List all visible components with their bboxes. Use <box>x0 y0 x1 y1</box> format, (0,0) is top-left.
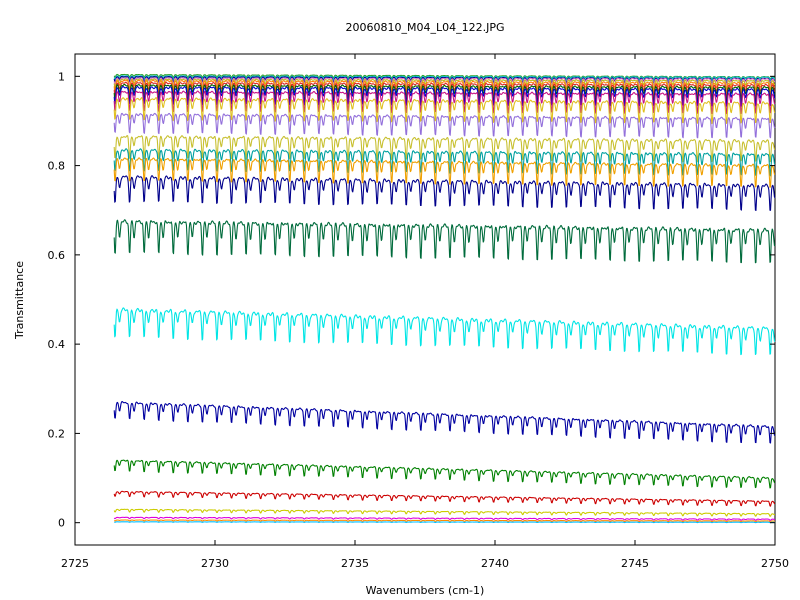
y-tick-label: 0.2 <box>48 427 66 440</box>
series-line-24 <box>113 516 776 521</box>
y-tick-label: 1 <box>58 70 65 83</box>
series-line-14 <box>113 135 776 163</box>
series-line-6 <box>113 78 776 91</box>
x-tick-label: 2745 <box>621 557 649 570</box>
y-axis-label: Transmittance <box>13 261 26 340</box>
series-line-17 <box>113 175 776 212</box>
series-line-18 <box>113 219 776 264</box>
series-line-8 <box>113 81 776 99</box>
series-line-23 <box>113 508 776 517</box>
y-tick-label: 0 <box>58 517 65 530</box>
series-layer <box>113 73 776 524</box>
y-tick-label: 0.4 <box>48 338 66 351</box>
y-tick-label: 0.6 <box>48 249 66 262</box>
series-line-11 <box>113 90 776 115</box>
series-line-26 <box>114 521 776 524</box>
y-tick-label: 0.8 <box>48 160 66 173</box>
ticks-layer: 2725 2730 2735 2740 2745 2750 0 0.2 0.4 0.6 0.8 1 <box>48 54 789 570</box>
chart-title: 20060810_M04_L04_122.JPG <box>346 21 505 34</box>
series-line-21 <box>113 459 776 489</box>
x-tick-label: 2740 <box>481 557 509 570</box>
series-line-16 <box>113 157 776 188</box>
series-line-20 <box>113 401 776 444</box>
series-line-5 <box>113 77 776 86</box>
x-tick-label: 2750 <box>761 557 789 570</box>
series-line-9 <box>113 83 776 104</box>
plot-frame <box>74 53 776 546</box>
series-line-15 <box>113 148 776 177</box>
x-tick-label: 2730 <box>201 557 229 570</box>
series-line-13 <box>113 112 776 139</box>
series-line-12 <box>113 97 776 125</box>
series-line-7 <box>113 79 776 95</box>
series-line-22 <box>113 490 776 507</box>
series-line-25 <box>113 519 776 523</box>
x-tick-label: 2735 <box>341 557 369 570</box>
x-tick-label: 2725 <box>61 557 89 570</box>
series-line-3 <box>113 75 776 81</box>
series-line-19 <box>113 307 776 356</box>
x-axis-label: Wavenumbers (cm-1) <box>366 584 485 597</box>
series-line-10 <box>113 85 776 107</box>
